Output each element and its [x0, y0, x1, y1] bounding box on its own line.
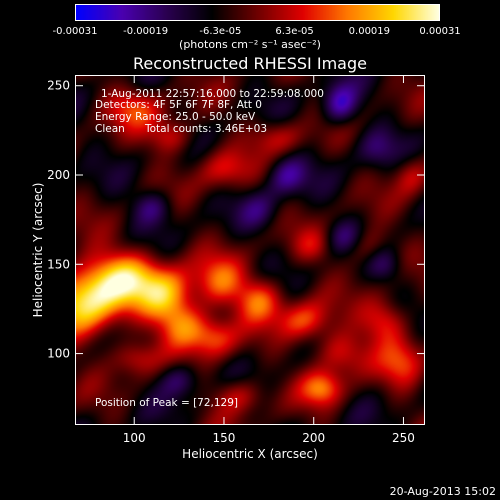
x-tick-label: 100 [123, 431, 146, 445]
annotation-counts: Total counts: 3.46E+03 [145, 123, 268, 135]
date-stamp: 20-Aug-2013 15:02 [389, 485, 496, 498]
colorbar [75, 4, 440, 21]
annotation-method: Clean [95, 123, 125, 135]
heatmap-image [75, 75, 425, 425]
colorbar-tick-label: 6.3e-05 [275, 26, 314, 37]
colorbar-tick-label: 0.00019 [348, 26, 391, 37]
annotation-peak: Position of Peak = [72,129] [95, 397, 239, 409]
x-axis-label: Heliocentric X (arcsec) [182, 447, 318, 461]
x-tick-label: 150 [213, 431, 236, 445]
annotation-energy: Energy Range: 25.0 - 50.0 keV [95, 111, 256, 123]
y-tick-label: 200 [47, 168, 70, 182]
annotation-detectors: Detectors: 4F 5F 6F 7F 8F, Att 0 [95, 99, 262, 111]
y-tick-label: 250 [47, 79, 70, 93]
y-tick-label: 100 [47, 347, 70, 361]
annotation-time-range: 1-Aug-2011 22:57:16.000 to 22:59:08.000 [101, 88, 324, 100]
y-axis-label: Heliocentric Y (arcsec) [31, 182, 45, 318]
colorbar-tick-label: -0.00019 [123, 26, 169, 37]
colorbar-units: (photons cm⁻² s⁻¹ asec⁻²) [179, 38, 321, 51]
y-tick-label: 150 [47, 257, 70, 271]
colorbar-tick-label: -6.3e-05 [199, 26, 242, 37]
x-tick-label: 250 [392, 431, 415, 445]
chart-title: Reconstructed RHESSI Image [133, 54, 367, 73]
colorbar-tick-label: 0.00031 [419, 26, 461, 37]
x-tick-label: 200 [302, 431, 325, 445]
colorbar-tick-label: -0.00031 [52, 26, 98, 37]
